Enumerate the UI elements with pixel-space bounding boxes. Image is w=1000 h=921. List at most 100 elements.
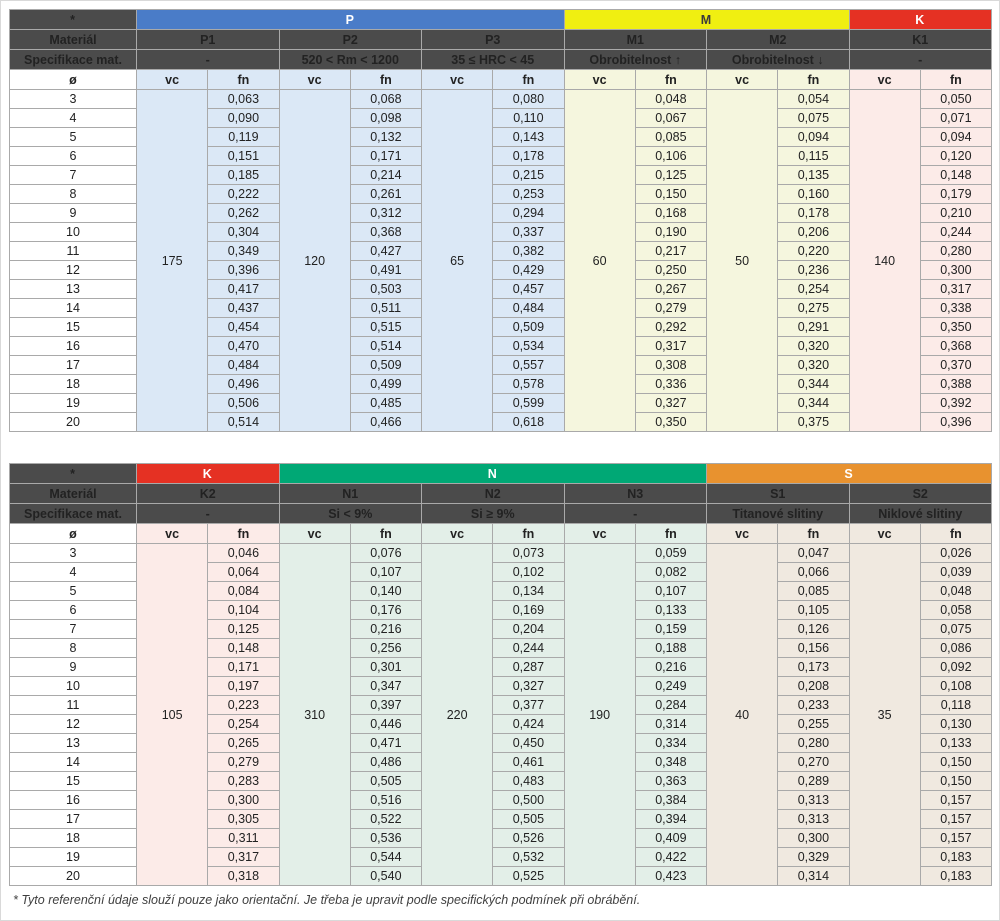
fn-value-p2-d7: 0,214: [349, 165, 423, 185]
fn-value-m2-d5: 0,094: [777, 127, 850, 147]
fn-value-k2-d20: 0,318: [207, 866, 280, 886]
diameter-cell: 18: [9, 374, 137, 394]
group-band-k: K: [136, 463, 280, 484]
vc-col-header-n2: vc: [420, 523, 494, 544]
fn-value-s1-d4: 0,066: [777, 562, 850, 582]
fn-value-p3-d11: 0,382: [492, 241, 565, 261]
fn-value-p2-d9: 0,312: [349, 203, 423, 223]
fn-value-p3-d9: 0,294: [492, 203, 565, 223]
fn-value-n2-d7: 0,204: [492, 619, 565, 639]
fn-value-k2-d10: 0,197: [207, 676, 280, 696]
fn-value-n3-d16: 0,384: [634, 790, 708, 810]
fn-value-m1-d15: 0,292: [634, 317, 708, 337]
fn-value-k2-d11: 0,223: [207, 695, 280, 715]
fn-value-s1-d9: 0,173: [777, 657, 850, 677]
fn-value-s1-d12: 0,255: [777, 714, 850, 734]
vc-col-header-m2: vc: [705, 69, 779, 90]
fn-value-m1-d5: 0,085: [634, 127, 708, 147]
diameter-cell: 9: [9, 657, 137, 677]
fn-value-m2-d14: 0,275: [777, 298, 850, 318]
material-spec-s1: Titanové slitiny: [706, 503, 850, 524]
material-spec-n1: Si < 9%: [278, 503, 422, 524]
material-name-m2: M2: [706, 29, 850, 50]
fn-value-p2-d8: 0,261: [349, 184, 423, 204]
fn-value-p3-d5: 0,143: [492, 127, 565, 147]
fn-value-k1-d9: 0,210: [919, 203, 993, 223]
fn-value-n2-d13: 0,450: [492, 733, 565, 753]
material-name-k1: K1: [848, 29, 992, 50]
fn-value-k2-d4: 0,064: [207, 562, 280, 582]
fn-value-s2-d16: 0,157: [919, 790, 993, 810]
fn-value-k2-d3: 0,046: [207, 543, 280, 563]
fn-value-m2-d10: 0,206: [777, 222, 850, 242]
vc-value-n1: 310: [278, 543, 351, 886]
diameter-cell: 19: [9, 393, 137, 413]
fn-value-n3-d10: 0,249: [634, 676, 708, 696]
fn-value-n3-d18: 0,409: [634, 828, 708, 848]
vc-value-s1: 40: [705, 543, 779, 886]
spec-row-label: Specifikace mat.: [9, 49, 137, 70]
fn-value-n2-d14: 0,461: [492, 752, 565, 772]
material-spec-p3: 35 ≤ HRC < 45: [421, 49, 565, 70]
cutting-data-table-1-host: * P M K Materiál P1 P2 P3 M1 M2 K1 Specifikace mat.…: [9, 9, 993, 432]
fn-value-n3-d3: 0,059: [634, 543, 708, 563]
fn-value-p3-d8: 0,253: [492, 184, 565, 204]
fn-value-n3-d20: 0,423: [634, 866, 708, 886]
fn-value-n1-d15: 0,505: [349, 771, 423, 791]
fn-value-p1-d8: 0,222: [207, 184, 280, 204]
diameter-cell: 3: [9, 89, 137, 109]
fn-value-s2-d10: 0,108: [919, 676, 993, 696]
fn-value-n1-d8: 0,256: [349, 638, 423, 658]
material-name-k2: K2: [136, 483, 280, 504]
fn-value-p3-d3: 0,080: [492, 89, 565, 109]
fn-value-p3-d20: 0,618: [492, 412, 565, 432]
fn-value-m1-d12: 0,250: [634, 260, 708, 280]
fn-value-p1-d15: 0,454: [207, 317, 280, 337]
fn-value-p1-d5: 0,119: [207, 127, 280, 147]
material-name-s1: S1: [706, 483, 850, 504]
fn-value-p1-d9: 0,262: [207, 203, 280, 223]
vc-col-header-k2: vc: [135, 523, 209, 544]
fn-value-n1-d10: 0,347: [349, 676, 423, 696]
fn-value-s1-d13: 0,280: [777, 733, 850, 753]
material-spec-s2: Niklové slitiny: [848, 503, 992, 524]
fn-value-n1-d6: 0,176: [349, 600, 423, 620]
fn-value-p1-d17: 0,484: [207, 355, 280, 375]
diameter-cell: 5: [9, 127, 137, 147]
fn-value-s2-d19: 0,183: [919, 847, 993, 867]
fn-value-k1-d15: 0,350: [919, 317, 993, 337]
diameter-cell: 4: [9, 108, 137, 128]
fn-value-n1-d7: 0,216: [349, 619, 423, 639]
vc-value-n3: 190: [563, 543, 636, 886]
fn-value-p3-d16: 0,534: [492, 336, 565, 356]
fn-value-k1-d4: 0,071: [919, 108, 993, 128]
fn-value-s2-d11: 0,118: [919, 695, 993, 715]
diameter-cell: 14: [9, 298, 137, 318]
fn-value-n2-d9: 0,287: [492, 657, 565, 677]
fn-col-header-n2: fn: [492, 523, 565, 544]
fn-value-p1-d3: 0,063: [207, 89, 280, 109]
fn-value-p3-d13: 0,457: [492, 279, 565, 299]
footnote: * Tyto referenční údaje slouží pouze jak…: [13, 893, 641, 907]
fn-value-n2-d16: 0,500: [492, 790, 565, 810]
vc-value-k2: 105: [135, 543, 209, 886]
fn-value-k2-d17: 0,305: [207, 809, 280, 829]
diameter-cell: 6: [9, 600, 137, 620]
fn-value-p2-d20: 0,466: [349, 412, 423, 432]
fn-value-m2-d9: 0,178: [777, 203, 850, 223]
fn-col-header-s2: fn: [919, 523, 993, 544]
fn-value-n2-d6: 0,169: [492, 600, 565, 620]
fn-value-k1-d16: 0,368: [919, 336, 993, 356]
fn-value-m2-d11: 0,220: [777, 241, 850, 261]
fn-col-header-k1: fn: [919, 69, 993, 90]
diameter-cell: 8: [9, 184, 137, 204]
fn-value-s2-d14: 0,150: [919, 752, 993, 772]
fn-value-p2-d11: 0,427: [349, 241, 423, 261]
vc-value-p2: 120: [278, 89, 351, 432]
fn-value-s1-d20: 0,314: [777, 866, 850, 886]
group-band-s: S: [706, 463, 992, 484]
fn-value-p1-d11: 0,349: [207, 241, 280, 261]
fn-value-m1-d7: 0,125: [634, 165, 708, 185]
fn-value-p1-d6: 0,151: [207, 146, 280, 166]
diameter-cell: 18: [9, 828, 137, 848]
